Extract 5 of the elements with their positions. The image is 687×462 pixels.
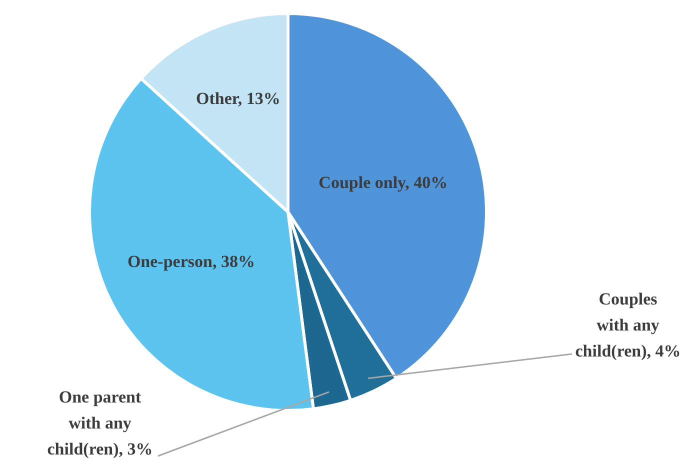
- slice-label: Couple only, 40%: [318, 173, 448, 192]
- slice-label: Other, 13%: [196, 88, 280, 108]
- slice-label: Couples with any child(ren), 4%: [575, 289, 681, 360]
- slice-label: One parent with any child(ren), 3%: [47, 387, 153, 458]
- slice-label: One-person, 38%: [127, 252, 255, 271]
